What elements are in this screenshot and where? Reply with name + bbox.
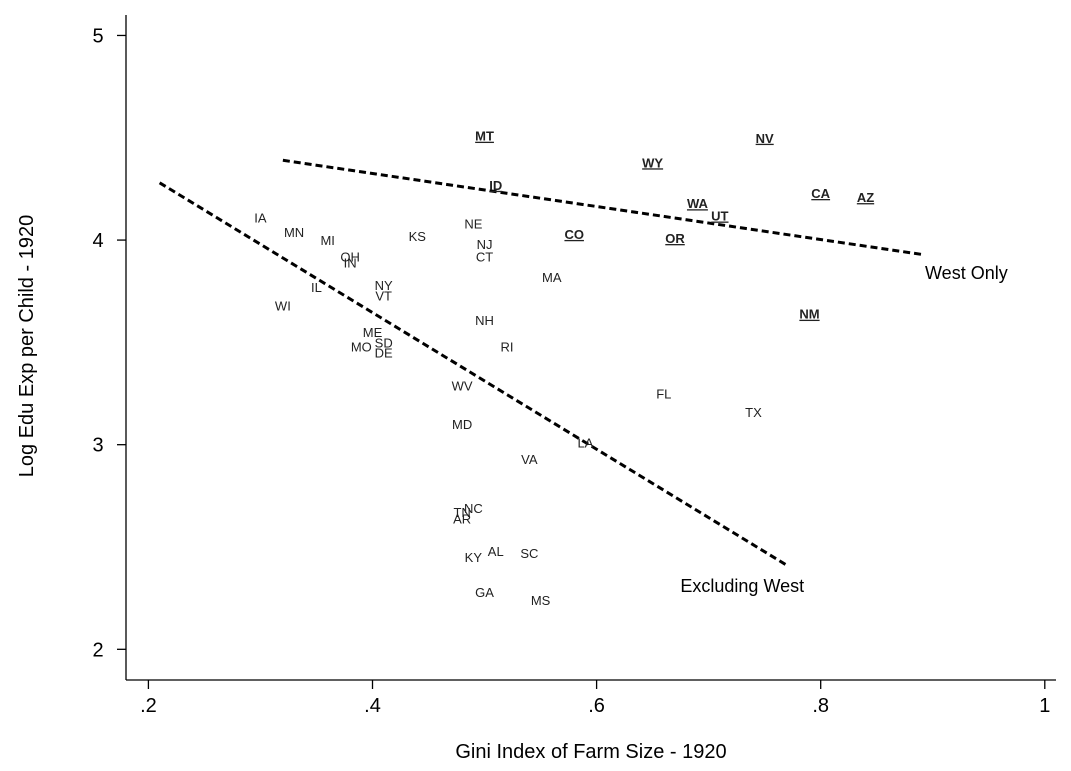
x-tick-label: .4 xyxy=(364,695,381,717)
point-label: KY xyxy=(465,550,483,565)
y-tick-label: 2 xyxy=(92,639,103,661)
point-label: NM xyxy=(799,307,819,322)
point-label: TN xyxy=(453,505,470,520)
point-label: WV xyxy=(452,378,473,393)
point-label: NE xyxy=(464,217,482,232)
point-label: MO xyxy=(351,339,372,354)
y-tick-label: 5 xyxy=(92,25,103,47)
x-tick-label: 1 xyxy=(1039,695,1050,717)
point-label: WA xyxy=(687,196,709,211)
point-label: AR xyxy=(453,511,471,526)
point-label: NC xyxy=(464,501,483,516)
point-label: WI xyxy=(275,299,291,314)
fit-line-labels: West Only Excluding West xyxy=(680,263,1007,596)
x-tick-label: .2 xyxy=(140,695,157,717)
fit-line xyxy=(282,158,922,256)
point-label: SD xyxy=(375,335,393,350)
point-label: CA xyxy=(811,186,830,201)
point-label: KS xyxy=(409,229,427,244)
point-label: DE xyxy=(375,346,393,361)
point-label: NV xyxy=(756,131,774,146)
point-label: LA xyxy=(577,436,593,451)
point-label: CO xyxy=(564,227,584,242)
point-label: SC xyxy=(520,546,538,561)
point-label: NY xyxy=(375,278,393,293)
point-label: ID xyxy=(489,178,502,193)
fit-line-label: Excluding West xyxy=(680,576,804,596)
point-label: MA xyxy=(542,270,562,285)
point-label: OR xyxy=(665,231,685,246)
point-label: GA xyxy=(475,585,494,600)
point-label: AZ xyxy=(857,190,874,205)
point-label: VT xyxy=(375,288,392,303)
y-tick-label: 4 xyxy=(92,230,103,252)
point-label: MN xyxy=(284,225,304,240)
point-label: TX xyxy=(745,405,762,420)
point-label: CT xyxy=(476,249,493,264)
x-tick-label: .6 xyxy=(588,695,605,717)
point-label: VA xyxy=(521,452,538,467)
fit-lines xyxy=(158,158,922,567)
fit-line xyxy=(158,181,788,567)
point-label: OH xyxy=(340,249,360,264)
point-label: MD xyxy=(452,417,472,432)
x-tick-label: .8 xyxy=(812,695,829,717)
x-axis-label: Gini Index of Farm Size - 1920 xyxy=(455,741,726,763)
point-label: UT xyxy=(711,209,728,224)
point-label: WY xyxy=(642,155,663,170)
point-label: NJ xyxy=(477,237,493,252)
point-label: IA xyxy=(254,211,267,226)
point-label: MS xyxy=(531,593,551,608)
point-label: MT xyxy=(475,129,494,144)
point-label: RI xyxy=(500,339,513,354)
y-axis-label: Log Edu Exp per Child - 1920 xyxy=(16,215,38,477)
point-label: IN xyxy=(344,256,357,271)
point-label: ME xyxy=(363,325,383,340)
point-label: AL xyxy=(488,544,504,559)
fit-line-label: West Only xyxy=(925,263,1008,283)
point-label: IL xyxy=(311,280,322,295)
point-label: MI xyxy=(320,233,334,248)
axes: .2 .4 .6 .8 1 2 3 4 5 xyxy=(92,15,1056,717)
point-label: FL xyxy=(656,387,671,402)
point-label: NH xyxy=(475,313,494,328)
y-tick-label: 3 xyxy=(92,435,103,457)
